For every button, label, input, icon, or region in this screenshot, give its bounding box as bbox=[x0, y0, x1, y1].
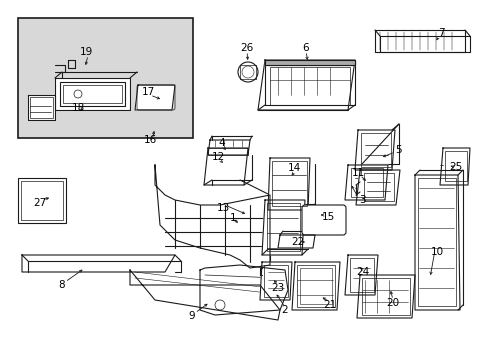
Bar bbox=[349, 258, 373, 292]
Text: 24: 24 bbox=[356, 267, 369, 277]
Bar bbox=[63, 85, 122, 103]
Polygon shape bbox=[345, 255, 377, 295]
Text: 15: 15 bbox=[321, 212, 334, 222]
Polygon shape bbox=[355, 170, 399, 205]
Polygon shape bbox=[155, 165, 269, 268]
Polygon shape bbox=[262, 200, 305, 255]
Text: 9: 9 bbox=[188, 311, 195, 321]
Bar bbox=[350, 168, 382, 197]
Bar bbox=[417, 178, 455, 306]
Bar bbox=[271, 161, 306, 206]
Text: 23: 23 bbox=[271, 283, 284, 293]
Text: 20: 20 bbox=[386, 298, 399, 308]
Text: 27: 27 bbox=[33, 198, 46, 208]
Polygon shape bbox=[207, 140, 249, 155]
Text: 26: 26 bbox=[240, 43, 253, 53]
Polygon shape bbox=[278, 235, 314, 248]
Polygon shape bbox=[55, 78, 130, 110]
Text: 8: 8 bbox=[59, 280, 65, 290]
Text: 16: 16 bbox=[143, 135, 156, 145]
Text: 3: 3 bbox=[358, 195, 365, 205]
Polygon shape bbox=[203, 148, 247, 185]
Text: 25: 25 bbox=[448, 162, 462, 172]
Polygon shape bbox=[291, 262, 339, 310]
Text: 21: 21 bbox=[323, 300, 336, 310]
Polygon shape bbox=[267, 158, 309, 210]
Polygon shape bbox=[356, 275, 414, 318]
Polygon shape bbox=[414, 175, 459, 310]
Polygon shape bbox=[439, 148, 469, 185]
Bar bbox=[363, 173, 393, 201]
Polygon shape bbox=[22, 255, 175, 272]
Polygon shape bbox=[135, 85, 175, 110]
Polygon shape bbox=[260, 262, 291, 300]
Polygon shape bbox=[130, 270, 280, 320]
Text: 11: 11 bbox=[351, 168, 364, 178]
Bar bbox=[18, 18, 193, 138]
Bar bbox=[21, 181, 63, 220]
Bar bbox=[299, 268, 331, 304]
Text: 17: 17 bbox=[141, 87, 154, 97]
Bar bbox=[30, 97, 53, 118]
Polygon shape bbox=[374, 30, 464, 52]
Text: 2: 2 bbox=[281, 305, 288, 315]
Text: 19: 19 bbox=[79, 47, 92, 57]
Text: 6: 6 bbox=[302, 43, 309, 53]
Text: 18: 18 bbox=[71, 103, 84, 113]
Polygon shape bbox=[28, 95, 55, 120]
Bar bbox=[360, 133, 390, 167]
Text: 13: 13 bbox=[216, 203, 229, 213]
Polygon shape bbox=[200, 265, 287, 315]
Polygon shape bbox=[264, 60, 354, 65]
Text: 5: 5 bbox=[394, 145, 401, 155]
Bar bbox=[264, 265, 287, 297]
Bar bbox=[296, 265, 334, 307]
Text: 10: 10 bbox=[429, 247, 443, 257]
Polygon shape bbox=[354, 130, 394, 170]
Text: 7: 7 bbox=[437, 28, 444, 38]
Polygon shape bbox=[258, 60, 354, 110]
Text: 12: 12 bbox=[211, 152, 224, 162]
Bar bbox=[361, 278, 409, 315]
Bar bbox=[444, 151, 466, 181]
FancyBboxPatch shape bbox=[302, 205, 346, 235]
Bar bbox=[266, 203, 299, 251]
Text: 22: 22 bbox=[291, 237, 304, 247]
Polygon shape bbox=[345, 165, 387, 200]
Bar bbox=[269, 67, 349, 105]
Text: 1: 1 bbox=[229, 213, 236, 223]
Bar bbox=[18, 178, 66, 223]
Text: 4: 4 bbox=[218, 138, 225, 148]
Bar bbox=[60, 82, 125, 106]
Text: 14: 14 bbox=[287, 163, 300, 173]
